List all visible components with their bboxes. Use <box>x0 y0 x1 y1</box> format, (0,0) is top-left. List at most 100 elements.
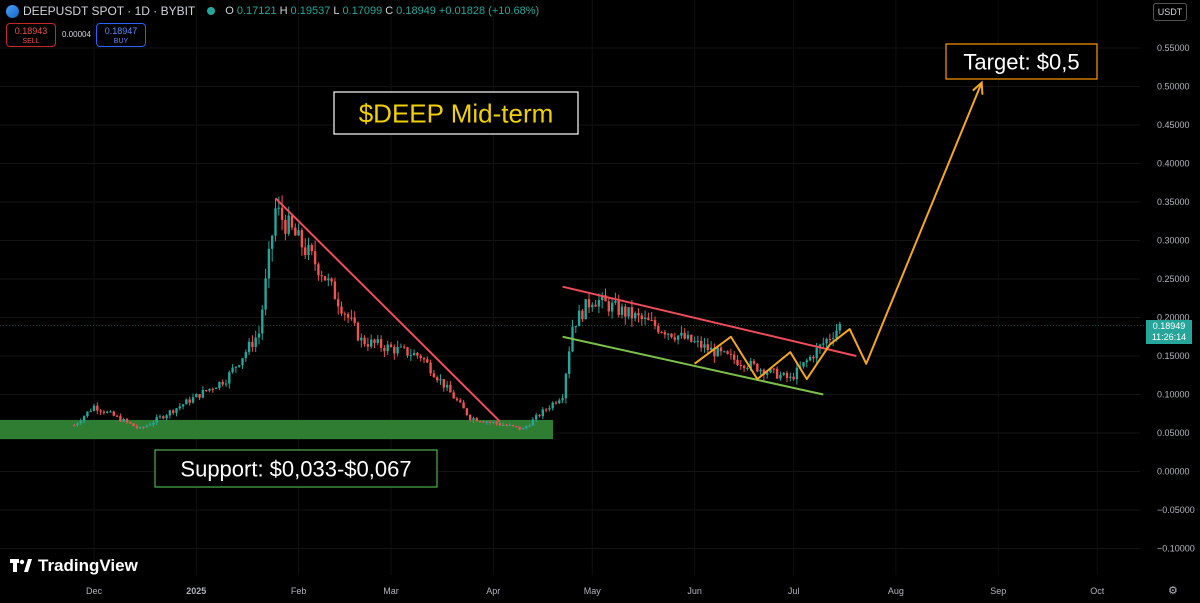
candle-body <box>828 339 832 341</box>
candle-body <box>452 392 455 399</box>
deep-coin-icon <box>6 4 19 18</box>
channel-bottom-line <box>562 335 824 396</box>
candle-body <box>416 352 419 356</box>
candle-body <box>403 346 406 348</box>
candle-body <box>304 247 307 256</box>
candle-body <box>445 384 449 388</box>
buy-button[interactable]: 0.18947 BUY <box>96 23 146 47</box>
candle-body <box>703 344 706 348</box>
candle-body <box>769 368 772 373</box>
candle-body <box>808 356 812 361</box>
candle-body <box>112 411 115 416</box>
candle-body <box>261 309 264 334</box>
candle-body <box>373 339 376 343</box>
settings-gear-icon[interactable]: ⚙ <box>1168 585 1178 597</box>
candle-body <box>825 339 828 344</box>
sell-price: 0.18943 <box>14 26 48 36</box>
candle-body <box>696 340 700 342</box>
candle-body <box>119 416 122 422</box>
time-axis[interactable]: Dec 2025 Feb Mar Apr May Jun Jul Aug Sep Oct <box>86 586 1105 596</box>
candle-body <box>327 278 330 281</box>
candle-body <box>535 415 538 420</box>
candle-body <box>82 416 86 422</box>
candle-body <box>815 348 818 359</box>
candle-body <box>122 418 125 422</box>
candle-body <box>482 421 485 423</box>
candle-body <box>132 423 135 427</box>
candle-body <box>152 422 155 425</box>
candle-body <box>663 332 667 335</box>
candle-body <box>518 426 521 430</box>
trend-lines <box>274 80 984 423</box>
logo-text: TradingView <box>38 556 138 575</box>
candle-body <box>574 326 577 328</box>
candle-body <box>462 402 465 409</box>
candle-body <box>386 344 389 352</box>
candle-body <box>350 317 353 319</box>
candle-body <box>439 379 442 381</box>
candle-body <box>785 372 789 378</box>
sell-button[interactable]: 0.18943 SELL <box>6 23 56 47</box>
candle-body <box>211 388 214 390</box>
candle-body <box>257 333 261 338</box>
candle-body <box>832 338 835 340</box>
candle-body <box>89 410 92 412</box>
ohlc-readout: O 0.17121 H 0.19537 L 0.17099 C 0.18949 +0.0… <box>225 5 540 17</box>
candle-body <box>125 418 129 423</box>
last-price-value: 0.18949 <box>1152 321 1186 331</box>
candle-body <box>541 409 544 417</box>
symbol-title[interactable]: DEEPUSDT SPOT · 1D · BYBIT <box>23 4 196 18</box>
candle-body <box>647 317 650 321</box>
candle-body <box>561 398 564 401</box>
candle-body <box>818 344 822 349</box>
candle-body <box>469 414 472 420</box>
currency-button[interactable]: USDT <box>1153 3 1187 21</box>
candle-body <box>96 405 99 411</box>
candle-body <box>178 406 181 409</box>
candle-body <box>102 411 106 413</box>
candle-body <box>610 302 614 312</box>
candle-body <box>472 418 475 420</box>
candle-body <box>432 373 436 378</box>
candle-body <box>511 425 515 427</box>
candle-body <box>478 421 482 423</box>
candle-body <box>792 376 795 380</box>
candle-body <box>337 299 340 307</box>
candle-body <box>277 207 280 209</box>
candle-body <box>346 314 350 318</box>
candle-body <box>370 339 373 347</box>
candle-body <box>284 219 287 234</box>
candle-body <box>79 421 82 424</box>
candle-body <box>195 393 198 398</box>
candle-body <box>502 424 505 426</box>
price-axis[interactable]: 0.55000 0.50000 0.45000 0.40000 0.35000 0.300… <box>1157 43 1195 554</box>
candle-body <box>376 339 379 343</box>
candle-body <box>313 251 317 265</box>
candle-body <box>363 337 366 345</box>
candle-body <box>244 352 247 359</box>
candle-body <box>759 369 762 372</box>
candle-body <box>620 306 624 315</box>
candle-body <box>739 365 742 367</box>
candle-body <box>455 398 459 401</box>
candle-body <box>528 425 531 427</box>
tradingview-logo[interactable]: TradingView <box>10 556 138 576</box>
candle-body <box>709 347 713 351</box>
candle-body <box>218 381 221 388</box>
candle-body <box>307 244 310 256</box>
annotation-text: Target: $0,5 <box>963 49 1079 74</box>
annotation-text: Support: $0,033-$0,067 <box>180 456 411 481</box>
x-tick-label: Jul <box>788 586 800 596</box>
grid-lines <box>0 0 1146 575</box>
channel-top-line <box>562 285 857 357</box>
y-tick-label: 0.40000 <box>1157 159 1190 169</box>
candle-body <box>238 365 241 367</box>
candle-body <box>660 332 663 334</box>
candle-body <box>505 424 508 426</box>
x-tick-label: Dec <box>86 586 103 596</box>
annotations: $DEEP Mid-term Support: $0,033-$0,067 Targ… <box>154 43 1098 488</box>
y-tick-label: 0.50000 <box>1157 82 1190 92</box>
candle-body <box>733 354 736 360</box>
candle-body <box>436 377 439 381</box>
